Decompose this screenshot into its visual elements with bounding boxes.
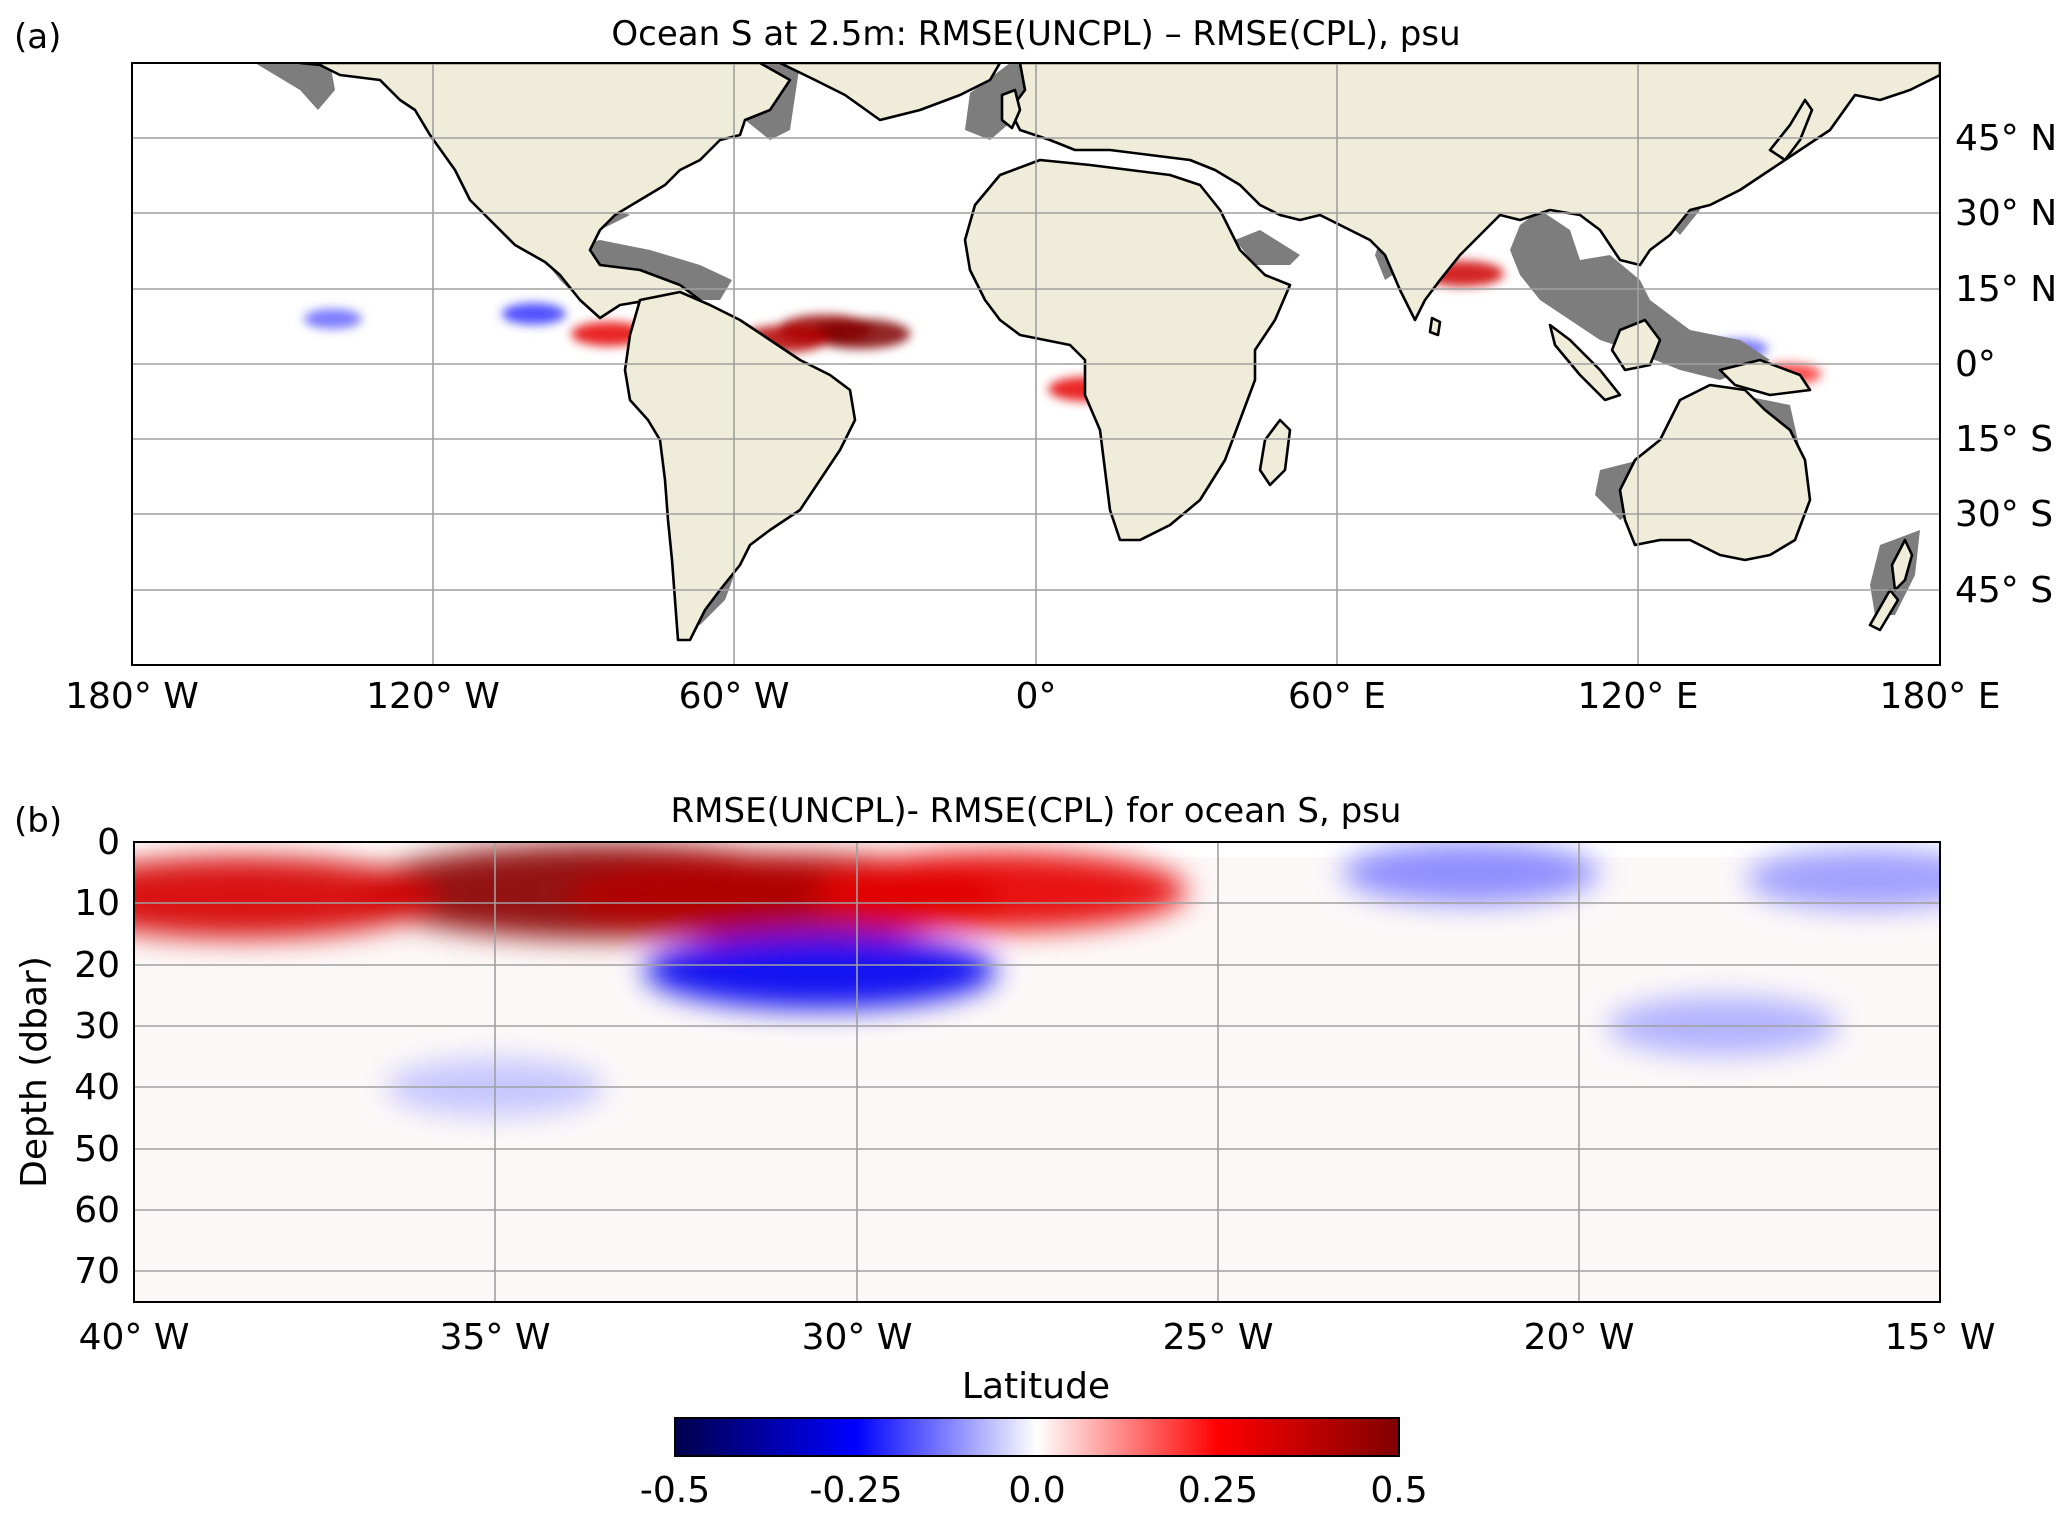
y-tick: 20 — [74, 945, 120, 986]
y-tick: 45° S — [1955, 570, 2053, 611]
new-zealand-north — [1890, 538, 1914, 592]
colorbar-tick: 0.5 — [1370, 1470, 1427, 1511]
panel-b-y-ticks: 0 10 20 30 40 50 60 70 — [74, 822, 120, 1292]
colorbar: -0.5 -0.25 0.0 0.25 0.5 — [640, 1417, 1428, 1511]
x-tick: 0° — [1016, 676, 1057, 717]
anomaly-patch — [810, 318, 911, 349]
japan — [1768, 98, 1814, 162]
anomaly-patch — [501, 303, 566, 325]
y-tick: 60 — [74, 1190, 120, 1231]
new-zealand-south — [1868, 588, 1900, 632]
y-tick: 0° — [1955, 344, 1996, 385]
anomaly-patch — [1745, 848, 1940, 910]
y-tick: 30° S — [1955, 494, 2053, 535]
eurasia — [1008, 63, 1940, 322]
y-tick: 50 — [74, 1129, 120, 1170]
sumatra — [1548, 323, 1622, 402]
y-tick: 45° N — [1955, 118, 2057, 159]
x-tick: 180° E — [1880, 676, 2001, 717]
panel-a-y-ticks: 45° N 30° N 15° N 0° 15° S 30° S 45° S — [1955, 118, 2057, 611]
panel-b-anomaly-field — [134, 842, 1940, 1117]
colorbar-tick: 0.0 — [1008, 1470, 1065, 1511]
panel-b-frame — [133, 841, 1941, 1303]
borneo — [1610, 318, 1662, 372]
x-tick: 60° E — [1288, 676, 1386, 717]
y-tick: 15° N — [1955, 269, 2057, 310]
colorbar-tick: 0.25 — [1178, 1470, 1258, 1511]
panel-a-land — [298, 63, 1940, 642]
panel-b-title: RMSE(UNCPL)- RMSE(CPL) for ocean S, psu — [671, 791, 1402, 831]
australia — [1618, 383, 1812, 562]
y-tick: 0 — [97, 822, 120, 863]
y-tick: 70 — [74, 1251, 120, 1292]
x-tick: 35° W — [440, 1317, 551, 1358]
anomaly-patch — [303, 308, 362, 329]
panel-b-grid — [134, 842, 1940, 1302]
colorbar-tick: -0.25 — [809, 1470, 902, 1511]
panel-a-title: Ocean S at 2.5m: RMSE(UNCPL) – RMSE(CPL)… — [611, 14, 1460, 54]
panel-a-frame — [131, 62, 1941, 666]
greenland — [778, 63, 1002, 122]
new-guinea — [1718, 358, 1812, 397]
x-tick: 40° W — [79, 1317, 190, 1358]
madagascar — [1258, 418, 1292, 487]
panel-a-grid — [132, 63, 1940, 665]
x-tick: 25° W — [1163, 1317, 1274, 1358]
panel-b-label: (b) — [14, 801, 62, 841]
sri-lanka — [1428, 316, 1442, 337]
x-tick: 120° E — [1578, 676, 1699, 717]
y-tick: 10 — [74, 883, 120, 924]
panel-b-y-label: Depth (dbar) — [14, 956, 55, 1188]
colorbar-gradient — [674, 1417, 1400, 1457]
panel-a-x-ticks: 180° W 120° W 60° W 0° 60° E 120° E 180°… — [65, 676, 2000, 717]
colorbar-tick: -0.5 — [640, 1470, 710, 1511]
y-tick: 30 — [74, 1006, 120, 1047]
anomaly-patch — [814, 851, 1187, 931]
x-tick: 30° W — [802, 1317, 913, 1358]
panel-b-x-ticks: 40° W 35° W 30° W 25° W 20° W 15° W — [79, 1317, 1996, 1358]
x-tick: 15° W — [1885, 1317, 1996, 1358]
x-tick: 120° W — [366, 676, 500, 717]
panel-b-x-label: Latitude — [962, 1366, 1110, 1407]
y-tick: 15° S — [1955, 419, 2053, 460]
anomaly-patch — [1342, 842, 1599, 905]
africa — [963, 158, 1292, 542]
x-tick: 180° W — [65, 676, 199, 717]
x-tick: 60° W — [679, 676, 790, 717]
anomaly-patch — [134, 856, 438, 939]
south-america — [623, 290, 857, 642]
britain — [1000, 88, 1022, 130]
x-tick: 20° W — [1524, 1317, 1635, 1358]
panel-a-label: (a) — [14, 17, 61, 57]
panel-b-plot — [134, 842, 1940, 1302]
anomaly-patch — [643, 932, 997, 1009]
y-tick: 40 — [74, 1067, 120, 1108]
y-tick: 30° N — [1955, 193, 2057, 234]
